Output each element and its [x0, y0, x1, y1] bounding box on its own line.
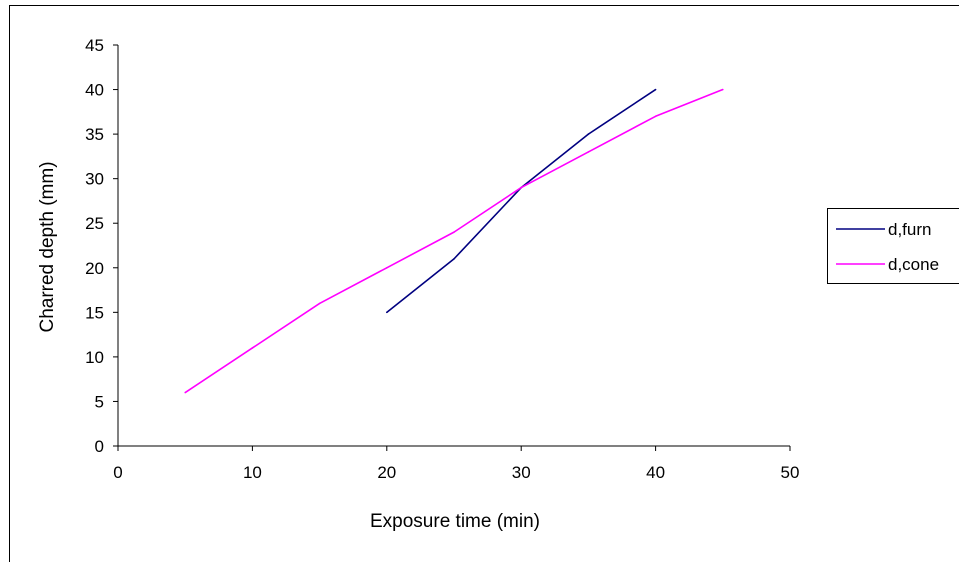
x-tick-label: 40 [646, 463, 665, 482]
data-point-d-cone [520, 187, 522, 189]
data-point-d-cone [184, 392, 186, 394]
data-point-d-cone [319, 303, 321, 305]
legend: d,furn d,cone [828, 209, 959, 284]
y-tick-label: 25 [85, 214, 104, 233]
data-point-d-furn [386, 312, 388, 314]
y-tick-label: 10 [85, 348, 104, 367]
x-tick-label: 10 [243, 463, 262, 482]
data-point-d-furn [588, 133, 590, 135]
x-tick-label: 50 [781, 463, 800, 482]
y-tick-label: 35 [85, 125, 104, 144]
y-tick-label: 45 [85, 36, 104, 55]
x-tick-label: 20 [377, 463, 396, 482]
data-point-d-cone [252, 347, 254, 349]
y-tick-label: 20 [85, 259, 104, 278]
chart-frame [10, 6, 959, 563]
data-point-d-cone [386, 267, 388, 269]
x-tick-label: 0 [113, 463, 122, 482]
data-point-d-cone [655, 115, 657, 117]
data-point-d-cone [453, 231, 455, 233]
y-tick-label: 0 [95, 437, 104, 456]
data-point-d-furn [655, 89, 657, 91]
y-tick-label: 40 [85, 81, 104, 100]
data-point-d-cone [722, 89, 724, 91]
y-axis-label: Charred depth (mm) [37, 161, 58, 332]
x-axis-label: Exposure time (min) [370, 511, 540, 532]
data-point-d-furn [453, 258, 455, 260]
y-tick-label: 15 [85, 303, 104, 322]
legend-label-d-furn: d,furn [888, 220, 931, 239]
legend-label-d-cone: d,cone [888, 255, 939, 274]
data-point-d-cone [588, 151, 590, 153]
x-tick-label: 30 [512, 463, 531, 482]
y-tick-label: 30 [85, 170, 104, 189]
y-tick-label: 5 [95, 392, 104, 411]
